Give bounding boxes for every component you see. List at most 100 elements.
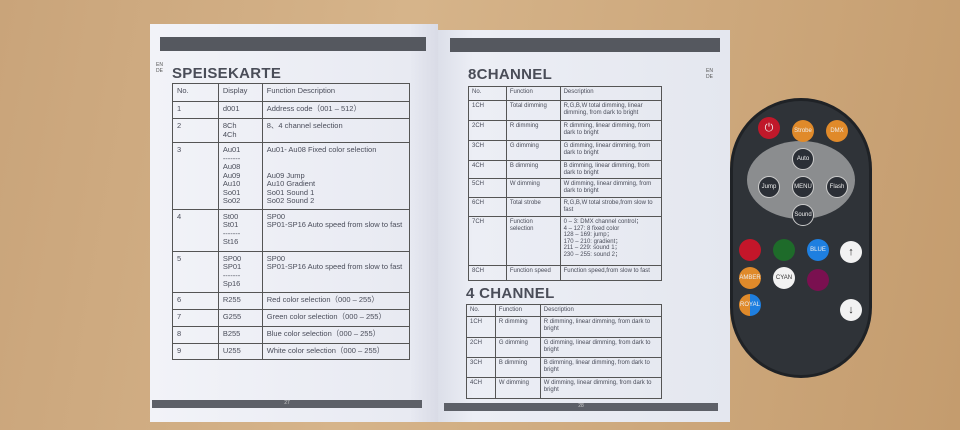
table-cell: B dimming	[505, 160, 561, 179]
table-cell: R dimming	[494, 316, 541, 338]
strobe-button[interactable]: Strobe	[792, 120, 814, 142]
table-cell: G dimming	[505, 140, 561, 161]
table-cell: Function	[494, 304, 541, 317]
remote-control: ⏻ Strobe DMX Auto Jump MENU Flash Sound …	[730, 98, 872, 378]
table-row: 1CH Total dimming R,G,B,W total dimming, l…	[468, 100, 663, 121]
table-row: 3CH G dimming G dimming, linear dimming, f…	[468, 140, 663, 161]
table-cell: SP00 SP01-SP16 Auto speed from slow to f…	[261, 208, 411, 252]
purple-button[interactable]	[807, 269, 829, 291]
table-cell: Green color selection（000 – 255）	[261, 308, 411, 327]
table-header-row: No. Function Description	[468, 86, 663, 101]
sound-button[interactable]: Sound	[792, 204, 814, 226]
table-row: 6CH Total strobe R,G,B,W total strobe,from…	[468, 197, 663, 217]
table-cell: 6	[172, 291, 219, 310]
table-cell: Au01- Au08 Fixed color selection Au09 Ju…	[261, 142, 411, 210]
flash-button[interactable]: Flash	[826, 176, 848, 198]
table-cell: d001	[217, 101, 263, 119]
table-row: 7 G255 Green color selection（000 – 255）	[172, 308, 411, 327]
table-cell: No.	[466, 304, 496, 317]
table-cell: 7CH	[468, 216, 507, 266]
table-cell: 6CH	[468, 197, 507, 217]
table-cell: G dimming, linear dimming, from dark to …	[539, 337, 663, 358]
header-bar	[450, 38, 720, 52]
footer-bar: 28	[444, 403, 718, 411]
table-cell: Description	[539, 304, 663, 317]
display-function-table: No. Display Function Description 1 d001 Addre…	[172, 83, 411, 360]
page-number: 28	[578, 403, 584, 409]
table-cell: 8	[172, 325, 219, 344]
table-cell: 3CH	[466, 357, 496, 378]
table-row: 3CH B dimming B dimming, linear dimming, f…	[466, 357, 663, 378]
table-cell: R,G,B,W total dimming, linear dimming, f…	[559, 100, 663, 121]
table-cell: SP00 SP01 ------- Sp16	[217, 250, 263, 293]
table-row: 8 B255 Blue color selection（000 – 255）	[172, 325, 411, 344]
menu-button[interactable]: MENU	[792, 176, 814, 198]
blue-button[interactable]: BLUE	[807, 239, 829, 261]
table-row: 2CH R dimming R dimming, linear dimming, f…	[468, 120, 663, 141]
table-cell: Function Description	[261, 83, 411, 102]
table-cell: 4	[172, 208, 219, 252]
table-cell: St00 St01 ------- St16	[217, 208, 263, 252]
table-cell: U255	[217, 342, 263, 360]
table-cell: Function speed	[505, 265, 561, 281]
table-cell: B255	[217, 325, 263, 344]
table-row: 2 8Ch 4Ch 8、4 channel selection	[172, 118, 411, 143]
table-row: 5CH W dimming W dimming, linear dimming, f…	[468, 178, 663, 198]
table-row: 3 Au01 ------- Au08 Au09 Au10 So01 So02 Au…	[172, 142, 411, 210]
table-cell: 3CH	[468, 140, 507, 161]
table-row: 4CH B dimming B dimming, linear dimming, f…	[468, 160, 663, 179]
table-cell: 8、4 channel selection	[261, 118, 411, 143]
manual-right-page: EN DE 8CHANNEL No. Function Description 1CH…	[438, 30, 730, 422]
table-cell: 2CH	[466, 337, 496, 358]
power-button[interactable]: ⏻	[758, 117, 780, 139]
table-row: 4 St00 St01 ------- St16 SP00 SP01-SP16 Au…	[172, 208, 411, 252]
jump-button[interactable]: Jump	[758, 176, 780, 198]
up-button[interactable]: ↑	[840, 241, 862, 263]
table-cell: 8Ch 4Ch	[217, 118, 263, 143]
language-tag: EN DE	[706, 68, 713, 80]
green-button[interactable]	[773, 239, 795, 261]
header-bar	[160, 37, 426, 51]
four-channel-table: No. Function Description 1CH R dimming R dimm…	[466, 304, 663, 399]
table-row: 7CH Function selection 0 – 3: DMX channel …	[468, 216, 663, 266]
table-cell: Address code（001 – 512）	[261, 101, 411, 119]
table-cell: Function	[505, 86, 561, 101]
table-cell: Red color selection（000 – 255）	[261, 291, 411, 310]
table-header-row: No. Display Function Description	[172, 83, 411, 102]
table-cell: R dimming, linear dimming, from dark to …	[539, 316, 663, 338]
table-cell: R,G,B,W total strobe,from slow to fast	[559, 197, 663, 217]
table-cell: 4CH	[466, 377, 496, 399]
red-button[interactable]	[739, 239, 761, 261]
table-cell: Total strobe	[505, 197, 561, 217]
table-cell: W dimming	[505, 178, 561, 198]
table-row: 5 SP00 SP01 ------- Sp16 SP00 SP01-SP16 Au…	[172, 250, 411, 293]
down-button[interactable]: ↓	[840, 299, 862, 321]
cyan-button[interactable]: CYAN	[773, 267, 795, 289]
table-cell: No.	[468, 86, 507, 101]
table-cell: B dimming, linear dimming, from dark to …	[539, 357, 663, 378]
table-cell: Function speed,from slow to fast	[559, 265, 663, 281]
table-cell: R255	[217, 291, 263, 310]
table-cell: Au01 ------- Au08 Au09 Au10 So01 So02	[217, 142, 263, 210]
amber-button[interactable]: AMBER	[739, 267, 761, 289]
table-cell: 7	[172, 308, 219, 327]
auto-button[interactable]: Auto	[792, 148, 814, 170]
table-cell: 2	[172, 118, 219, 143]
table-cell: R dimming	[505, 120, 561, 141]
table-cell: 2CH	[468, 120, 507, 141]
page-number: 27	[284, 400, 290, 406]
table-cell: SP00 SP01-SP16 Auto speed from slow to f…	[261, 250, 411, 293]
table-cell: 1CH	[466, 316, 496, 338]
eight-channel-title: 8CHANNEL	[468, 66, 553, 83]
four-channel-title: 4 CHANNEL	[466, 285, 555, 302]
table-cell: Blue color selection（000 – 255）	[261, 325, 411, 344]
table-cell: Description	[559, 86, 663, 101]
royal-button[interactable]: ROYAL	[739, 294, 761, 316]
table-header-row: No. Function Description	[466, 304, 663, 317]
footer-bar: 27	[152, 400, 422, 408]
table-cell: 1CH	[468, 100, 507, 121]
dmx-button[interactable]: DMX	[826, 120, 848, 142]
table-row: 8CH Function speed Function speed,from slo…	[468, 265, 663, 281]
table-cell: Function selection	[505, 216, 561, 266]
table-cell: 5CH	[468, 178, 507, 198]
